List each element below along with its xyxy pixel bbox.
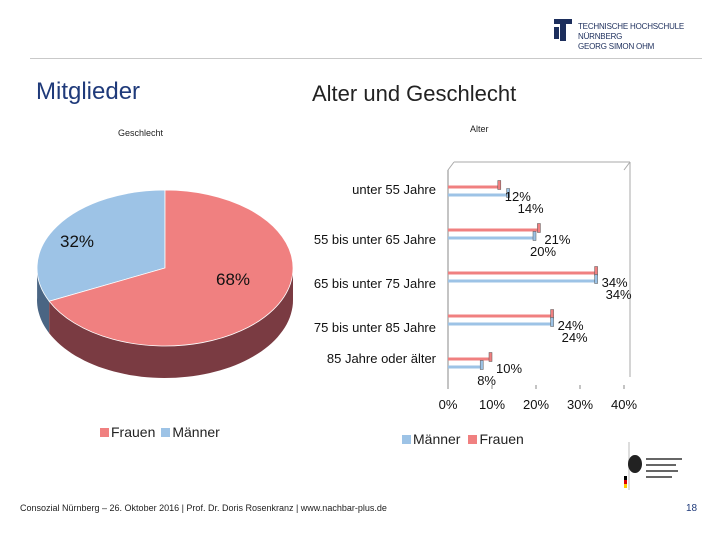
category-label: 75 bis unter 85 Jahre bbox=[313, 320, 436, 335]
bar-cap-maenner-0 bbox=[506, 188, 510, 198]
back-wall-left bbox=[447, 161, 455, 171]
legend-label-maenner-bar: Männer bbox=[413, 431, 461, 447]
bar-frauen-2 bbox=[448, 271, 598, 275]
legend-swatch-maenner bbox=[161, 427, 171, 437]
bar-frauen-0 bbox=[448, 185, 501, 189]
value-label-frauen: 24% bbox=[557, 317, 584, 333]
bar-maenner-2 bbox=[448, 279, 598, 283]
legend-swatch-frauen-bar bbox=[468, 434, 478, 444]
th-logo-icon bbox=[554, 19, 572, 41]
x-tick-label: 0% bbox=[438, 397, 458, 412]
bar-maenner-1 bbox=[448, 236, 536, 240]
x-tick-label: 20% bbox=[522, 397, 550, 412]
value-label-maenner: 14% bbox=[517, 200, 544, 216]
bar-chart-title: Alter bbox=[470, 124, 489, 134]
pie-slice-maenner bbox=[36, 189, 166, 302]
ministry-logo bbox=[622, 440, 688, 492]
bar-maenner-4 bbox=[448, 365, 484, 369]
ministry-logo-icon bbox=[624, 442, 682, 490]
bar-cap-maenner-2 bbox=[594, 274, 598, 284]
category-label: unter 55 Jahre bbox=[352, 182, 436, 197]
bar-cap-frauen-1 bbox=[537, 223, 541, 233]
x-tick-label: 10% bbox=[478, 397, 506, 412]
logo-text-line-2: GEORG SIMON OHM bbox=[578, 42, 655, 51]
pie-side-maenner bbox=[37, 265, 50, 334]
bar-frauen-1 bbox=[448, 228, 541, 232]
bar-maenner-3 bbox=[448, 322, 554, 326]
bar-cap-maenner-1 bbox=[532, 231, 537, 241]
pie-side-frauen bbox=[49, 268, 294, 378]
slide-title-age-gender: Alter und Geschlecht bbox=[312, 81, 517, 106]
bar-cap-maenner-3 bbox=[550, 317, 554, 327]
legend-label-frauen-bar: Frauen bbox=[479, 431, 524, 447]
pie-label-maenner: 32% bbox=[60, 232, 95, 251]
bar-cap-maenner-4 bbox=[479, 360, 484, 370]
pie-chart-title: Geschlecht bbox=[118, 128, 164, 138]
value-label-maenner: 8% bbox=[477, 372, 496, 388]
university-logo bbox=[552, 18, 702, 46]
legend-label-maenner: Männer bbox=[172, 424, 220, 440]
bar-cap-frauen-4 bbox=[488, 352, 493, 362]
pie-slice-frauen bbox=[48, 189, 294, 347]
category-label: 65 bis unter 75 Jahre bbox=[313, 276, 436, 291]
university-name: TECHNISCHE HOCHSCHULE NÜRNBERG GEORG SIM… bbox=[578, 22, 720, 52]
legend-label-frauen: Frauen bbox=[111, 424, 156, 440]
value-label-frauen: 12% bbox=[504, 188, 531, 204]
value-label-frauen: 21% bbox=[544, 231, 571, 247]
bar-legend: Männer Frauen bbox=[402, 431, 524, 447]
page-number: 18 bbox=[686, 503, 698, 514]
value-label-frauen: 34% bbox=[601, 274, 628, 290]
bar-maenner-0 bbox=[448, 193, 510, 197]
header-divider bbox=[30, 58, 702, 59]
pie-label-frauen: 68% bbox=[216, 270, 251, 289]
logo-text-line-1: TECHNISCHE HOCHSCHULE NÜRNBERG bbox=[578, 22, 685, 41]
x-tick-label: 30% bbox=[566, 397, 594, 412]
bar-frauen-4 bbox=[448, 357, 492, 361]
value-label-maenner: 34% bbox=[605, 286, 632, 302]
category-label: 55 bis unter 65 Jahre bbox=[313, 232, 436, 247]
back-wall-edge bbox=[623, 161, 631, 171]
bar-frauen-3 bbox=[448, 314, 554, 318]
category-label: 85 Jahre oder älter bbox=[326, 351, 436, 366]
x-tick-label: 40% bbox=[610, 397, 638, 412]
value-label-maenner: 20% bbox=[530, 243, 557, 259]
legend-swatch-maenner-bar bbox=[402, 434, 411, 444]
footer-text: Consozial Nürnberg – 26. Oktober 2016 | … bbox=[20, 503, 387, 513]
bar-cap-frauen-0 bbox=[497, 180, 502, 190]
bar-cap-frauen-2 bbox=[594, 266, 598, 276]
bar-cap-frauen-3 bbox=[550, 309, 554, 319]
legend-swatch-frauen bbox=[100, 427, 109, 437]
slide-title-members: Mitglieder bbox=[36, 78, 141, 105]
pie-legend: Frauen Männer bbox=[100, 424, 220, 440]
value-label-maenner: 24% bbox=[561, 329, 588, 345]
value-label-frauen: 10% bbox=[496, 360, 523, 376]
gender-pie-chart bbox=[36, 189, 294, 378]
